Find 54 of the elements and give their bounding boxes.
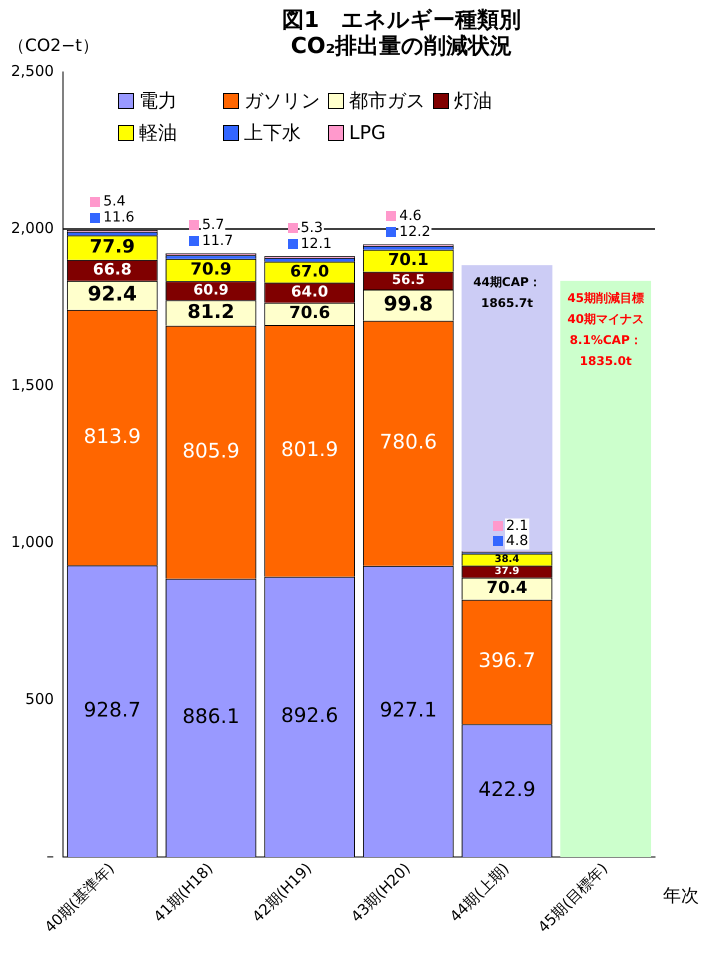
data-label: 5.4 bbox=[103, 194, 126, 210]
data-label: 805.9 bbox=[182, 438, 240, 462]
data-label: 38.4 bbox=[494, 554, 520, 566]
data-label: 4.8 bbox=[506, 533, 528, 550]
data-label: 780.6 bbox=[380, 430, 437, 454]
chart-title: 図1 エネルギー種類別 CO₂排出量の削減状況 bbox=[280, 8, 522, 59]
y-tick-label: 1,500 bbox=[10, 376, 54, 394]
y-tick-label: 500 bbox=[25, 690, 54, 708]
data-label: 70.1 bbox=[388, 250, 429, 270]
data-label: 67.0 bbox=[290, 261, 330, 280]
data-label: 77.9 bbox=[90, 236, 135, 258]
data-label: 12.1 bbox=[300, 236, 332, 252]
y-axis-title: （CO2−t） bbox=[8, 35, 99, 57]
data-label: 11.6 bbox=[103, 210, 135, 226]
data-label: 928.7 bbox=[84, 697, 141, 722]
data-label: 64.0 bbox=[291, 282, 328, 301]
y-tick-label: 2,500 bbox=[10, 62, 54, 80]
data-label: 56.5 bbox=[392, 273, 425, 288]
legend-label: 軽油 bbox=[139, 121, 177, 146]
data-label: 813.9 bbox=[84, 424, 141, 448]
data-label: 12.2 bbox=[399, 224, 430, 240]
legend-label: 都市ガス bbox=[349, 89, 425, 114]
data-label: 70.6 bbox=[289, 303, 330, 322]
legend-label: ガソリン bbox=[244, 89, 320, 114]
annotation: 45期削減目標40期マイナス8.1%CAP：1835.0t bbox=[567, 290, 644, 368]
legend-label: LPG bbox=[349, 122, 386, 144]
x-tick-label: 44期(上期) bbox=[446, 859, 513, 926]
data-label: 60.9 bbox=[193, 282, 229, 298]
legend-label: 電力 bbox=[139, 89, 177, 114]
data-label: 4.6 bbox=[399, 208, 422, 224]
legend-label: 上下水 bbox=[244, 121, 301, 146]
annotation: 44期CAP：1865.7t bbox=[473, 275, 541, 310]
data-label: 11.7 bbox=[202, 233, 234, 250]
data-label: 5.3 bbox=[300, 220, 323, 236]
data-label: 927.1 bbox=[380, 698, 437, 722]
x-axis-title: 年次 bbox=[663, 886, 699, 907]
y-tick-label: 2,000 bbox=[10, 218, 54, 237]
data-label: 422.9 bbox=[478, 776, 536, 801]
data-label: 892.6 bbox=[281, 703, 338, 728]
y-tick-label: 1,000 bbox=[10, 532, 54, 551]
data-label: 396.7 bbox=[478, 648, 536, 672]
data-label: 5.7 bbox=[202, 217, 224, 234]
data-label: 2.1 bbox=[506, 518, 528, 534]
x-tick-label: 45期(目標年) bbox=[534, 859, 612, 936]
data-label: 70.9 bbox=[190, 259, 232, 278]
data-label: 886.1 bbox=[182, 704, 240, 728]
data-label: 92.4 bbox=[88, 282, 137, 306]
data-label: 81.2 bbox=[187, 300, 235, 323]
data-label: 70.4 bbox=[486, 578, 528, 597]
data-label: 66.8 bbox=[92, 259, 132, 278]
legend-label: 灯油 bbox=[454, 89, 492, 114]
data-label: 37.9 bbox=[494, 566, 520, 578]
data-label: 801.9 bbox=[281, 437, 338, 462]
data-label: 99.8 bbox=[384, 291, 433, 316]
